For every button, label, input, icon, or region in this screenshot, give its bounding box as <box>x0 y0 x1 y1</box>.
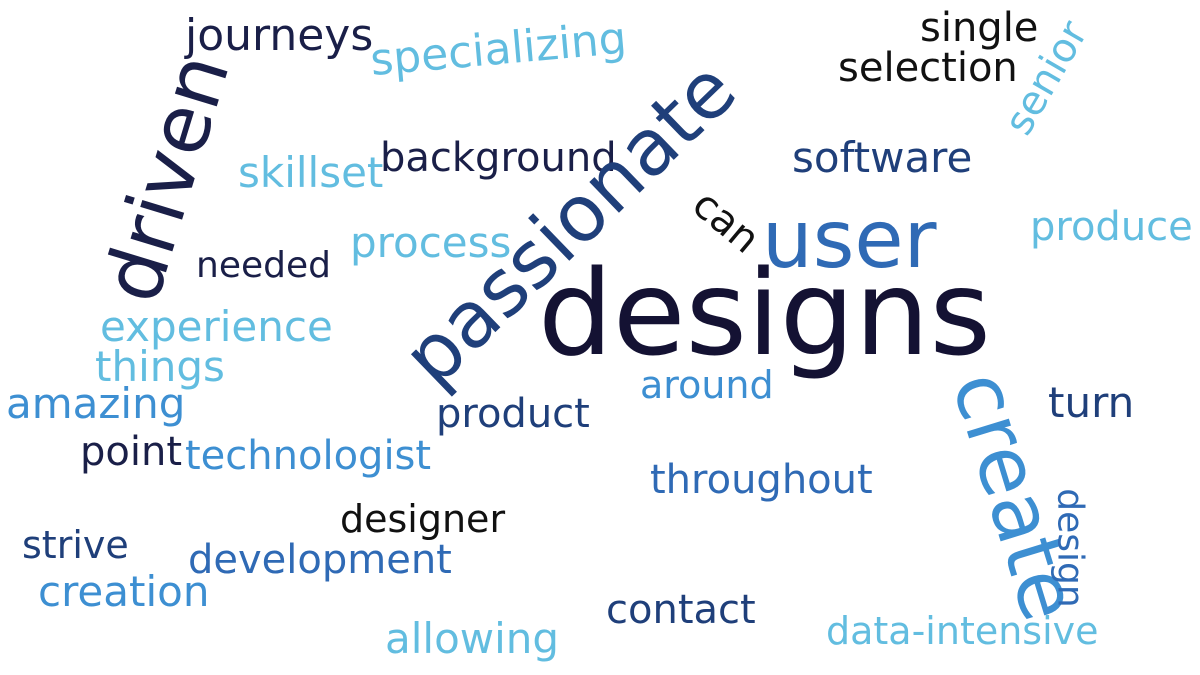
word-product: product <box>436 391 590 437</box>
word-around: around <box>640 363 774 407</box>
word-background: background <box>380 135 617 181</box>
word-throughout: throughout <box>650 457 873 503</box>
word-allowing: allowing <box>385 614 560 663</box>
word-journeys: journeys <box>185 10 374 61</box>
word-data-intensive: data-intensive <box>826 609 1099 653</box>
word-point: point <box>80 429 183 475</box>
word-creation: creation <box>38 567 210 616</box>
word-strive: strive <box>22 523 129 567</box>
word-process: process <box>350 218 512 267</box>
word-selection: selection <box>838 45 1018 91</box>
word-things: things <box>95 342 225 391</box>
word-design: design <box>1049 488 1091 608</box>
word-software: software <box>792 133 973 182</box>
word-user: user <box>762 193 937 286</box>
word-designs: designs <box>538 244 991 382</box>
word-single: single <box>920 5 1039 51</box>
word-amazing: amazing <box>6 379 186 428</box>
word-specializing: specializing <box>368 12 629 87</box>
word-technologist: technologist <box>185 433 432 479</box>
word-development: development <box>188 537 452 583</box>
word-turn: turn <box>1048 378 1135 427</box>
word-contact: contact <box>606 587 756 633</box>
word-produce: produce <box>1030 204 1193 250</box>
word-skillset: skillset <box>238 148 384 197</box>
word-experience: experience <box>100 302 333 351</box>
word-designer: designer <box>340 497 506 541</box>
word-needed: needed <box>196 245 331 286</box>
